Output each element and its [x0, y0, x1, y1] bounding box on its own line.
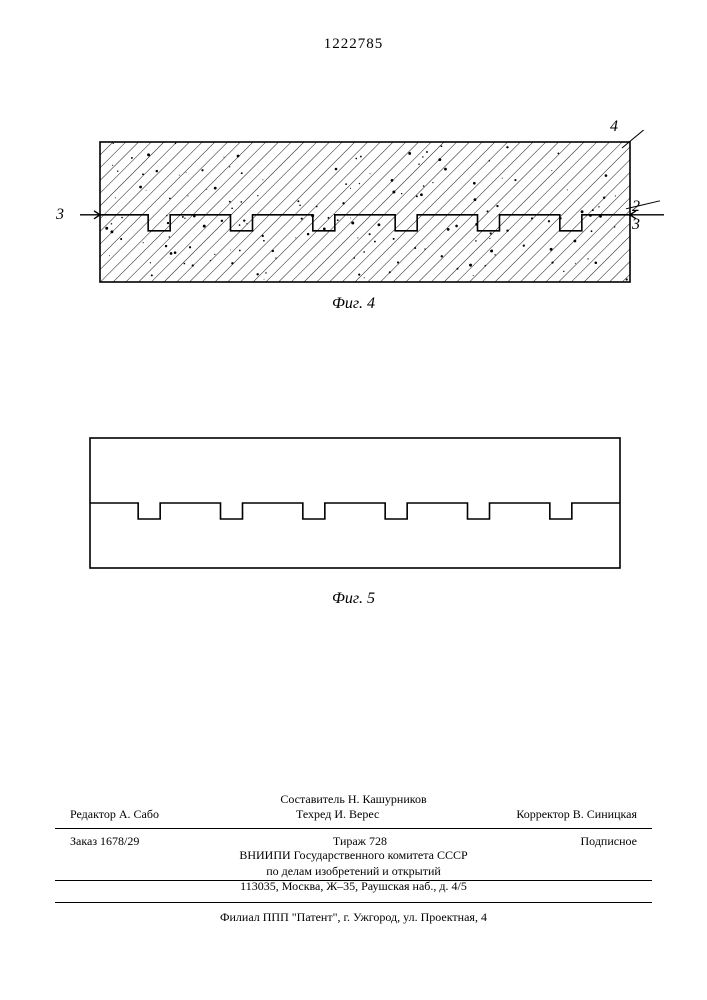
tirage: Тираж 728	[333, 834, 387, 849]
figure-5	[80, 430, 640, 580]
branch-line: Филиал ППП "Патент", г. Ужгород, ул. Про…	[60, 910, 647, 925]
credits-block: Составитель Н. Кашурников Редактор А. Са…	[60, 790, 647, 822]
label-3-left: 3	[56, 206, 64, 224]
techred: Техред И. Верес	[296, 807, 379, 822]
label-4: 4	[610, 118, 618, 136]
fig5-caption: Фиг. 5	[332, 590, 375, 608]
fig4-caption: Фиг. 4	[332, 295, 375, 313]
separator-3	[55, 902, 652, 903]
order-number: Заказ 1678/29	[70, 834, 139, 849]
label-3-right: 3	[632, 216, 640, 234]
label-2: 2	[632, 198, 640, 216]
figure-4	[80, 130, 680, 300]
separator-1	[55, 828, 652, 829]
institute-block: ВНИИПИ Государственного комитета СССР по…	[60, 848, 647, 895]
page-number: 1222785	[324, 36, 384, 53]
signed: Подписное	[581, 834, 638, 849]
fig4-drawing	[80, 130, 680, 300]
order-row: Заказ 1678/29 Тираж 728 Подписное	[60, 834, 647, 849]
institute-line3: 113035, Москва, Ж–35, Раушская наб., д. …	[60, 879, 647, 895]
institute-line1: ВНИИПИ Государственного комитета СССР	[60, 848, 647, 864]
editor: Редактор А. Сабо	[70, 807, 159, 822]
separator-2	[55, 880, 652, 881]
institute-line2: по делам изобретений и открытий	[60, 864, 647, 880]
fig5-drawing	[80, 430, 640, 580]
compiler: Составитель Н. Кашурников	[60, 792, 647, 807]
corrector: Корректор В. Синицкая	[516, 807, 637, 822]
